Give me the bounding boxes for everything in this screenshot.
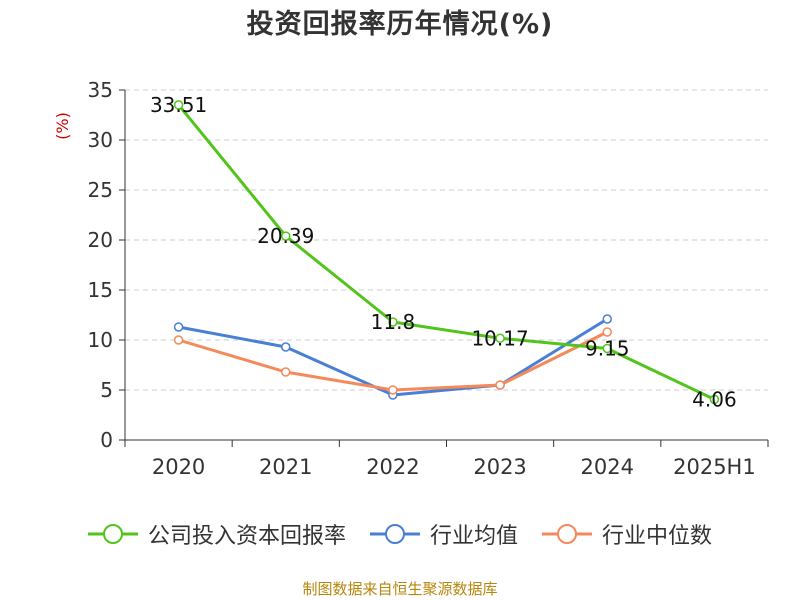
data-point bbox=[602, 343, 612, 354]
data-point bbox=[281, 367, 291, 377]
data-labels: 33.51 20.39 11.8 10.17 9.15 4.06 bbox=[150, 93, 737, 411]
data-point bbox=[388, 385, 398, 395]
data-point bbox=[709, 394, 720, 405]
x-tick-label: 2022 bbox=[366, 455, 419, 479]
legend-item[interactable]: 公司投入资本回报率 bbox=[87, 518, 346, 550]
data-point bbox=[388, 317, 398, 327]
chart-title: 投资回报率历年情况(%) bbox=[246, 9, 554, 40]
legend-line-icon bbox=[87, 524, 138, 544]
data-point bbox=[173, 335, 184, 345]
y-tick-label: 25 bbox=[88, 178, 113, 202]
y-axis-label: (%) bbox=[53, 112, 72, 140]
y-tick-label: 30 bbox=[88, 128, 113, 152]
data-label: 20.39 bbox=[257, 224, 314, 248]
data-point bbox=[602, 327, 612, 337]
y-tick-label: 10 bbox=[88, 328, 113, 352]
x-tick-label: 2024 bbox=[581, 455, 634, 479]
y-tick-label: 35 bbox=[88, 78, 113, 102]
series-lines bbox=[173, 100, 720, 405]
data-point bbox=[495, 333, 505, 344]
axes: 0 5 10 15 20 25 30 35 2020 2021 2022 2023 2024 2025H1 bbox=[88, 78, 769, 479]
legend-item[interactable]: 行业中位数 bbox=[542, 518, 712, 550]
y-tick-label: 20 bbox=[88, 228, 113, 252]
legend-item[interactable]: 行业均值 bbox=[369, 518, 518, 550]
x-tick-label: 2023 bbox=[473, 455, 526, 479]
data-point bbox=[281, 342, 291, 352]
data-point bbox=[602, 314, 612, 324]
legend-label: 行业均值 bbox=[429, 524, 518, 549]
legend-line-icon bbox=[542, 524, 592, 544]
x-tick-label: 2021 bbox=[259, 455, 312, 479]
x-tick-label: 2025H1 bbox=[673, 455, 756, 479]
y-tick-label: 5 bbox=[100, 378, 113, 402]
legend-label: 公司投入资本回报率 bbox=[147, 524, 346, 549]
legend: 公司投入资本回报率 行业均值 行业中位数 bbox=[0, 518, 800, 552]
series-line bbox=[177, 103, 716, 401]
grid-lines bbox=[125, 89, 768, 391]
data-label: 11.8 bbox=[371, 310, 416, 334]
data-label: 4.06 bbox=[692, 387, 737, 411]
data-label: 33.51 bbox=[150, 93, 207, 117]
data-point bbox=[281, 231, 291, 241]
y-tick-label: 0 bbox=[100, 428, 113, 452]
data-point bbox=[173, 322, 184, 332]
legend-label: 行业中位数 bbox=[602, 524, 713, 549]
data-point bbox=[495, 380, 505, 390]
data-point bbox=[173, 100, 184, 110]
legend-line-icon bbox=[369, 524, 420, 544]
data-label: 9.15 bbox=[585, 337, 630, 361]
series-line bbox=[178, 330, 608, 392]
data-label: 10.17 bbox=[471, 326, 528, 350]
source-note: 制图数据来自恒生聚源数据库 bbox=[302, 580, 498, 598]
y-tick-label: 15 bbox=[88, 278, 113, 302]
x-tick-label: 2020 bbox=[152, 455, 205, 479]
